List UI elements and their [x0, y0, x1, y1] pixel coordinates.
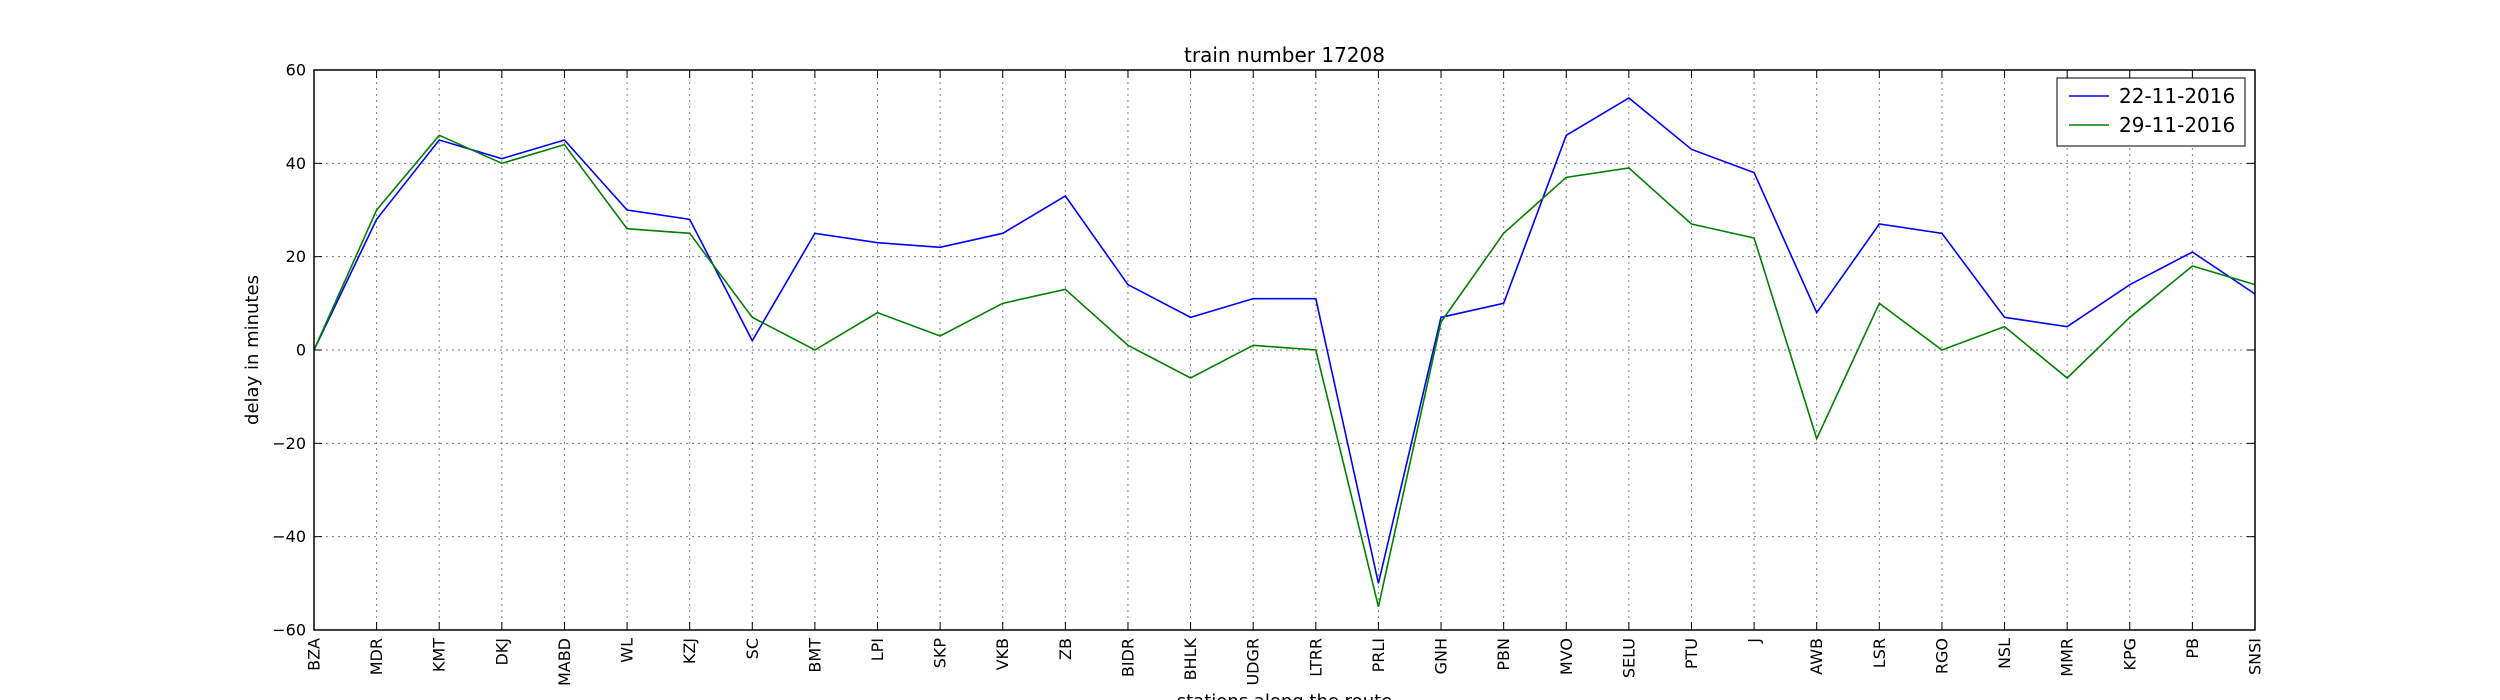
legend-label: 29-11-2016: [2119, 113, 2235, 137]
x-tick-label: LTRR: [1306, 638, 1325, 677]
y-tick-label: 20: [286, 247, 306, 266]
x-tick-label: SELU: [1619, 638, 1638, 678]
x-tick-label: BMT: [805, 638, 824, 673]
x-tick-label: RGO: [1932, 638, 1951, 674]
series-layer: [313, 97, 2256, 607]
x-tick-label: WL: [618, 638, 637, 663]
x-tick-label: BZA: [305, 638, 324, 671]
y-tick-label: 40: [286, 154, 306, 173]
x-tick-label: BIDR: [1118, 638, 1137, 677]
x-tick-label: PTU: [1682, 638, 1701, 669]
legend-label: 22-11-2016: [2119, 84, 2235, 108]
legend-frame: [2056, 77, 2246, 147]
x-tick-label: DKJ: [492, 638, 511, 666]
chart-title: train number 17208: [1184, 43, 1385, 67]
x-tick-label: KZJ: [680, 638, 699, 664]
y-tick-label: 0: [296, 341, 306, 360]
tick-layer: BZA MDR KMT DKJ MABD WL KZJ SC BMT LPI SKP VKB ZB BID…: [272, 61, 2264, 687]
x-tick-label: UDGR: [1244, 638, 1263, 686]
x-tick-label: J: [1745, 638, 1764, 644]
x-tick-label: SC: [743, 638, 762, 659]
x-tick-label: AWB: [1807, 638, 1826, 675]
x-tick-label: MABD: [555, 638, 574, 686]
x-tick-label: KMT: [430, 638, 449, 672]
x-tick-label: SNSI: [2246, 638, 2265, 675]
x-tick-label: LPI: [868, 638, 887, 661]
series-line-2: [313, 134, 2256, 607]
y-tick-label: 60: [286, 61, 306, 80]
x-tick-label: MDR: [367, 638, 386, 675]
y-tick-label: −40: [272, 527, 306, 546]
x-tick-label: GNH: [1432, 638, 1451, 674]
y-axis-label: delay in minutes: [242, 275, 263, 425]
x-tick-label: SKP: [931, 638, 950, 669]
x-tick-label: VKB: [993, 638, 1012, 670]
x-tick-label: PRLI: [1369, 638, 1388, 672]
plot-frame: [313, 69, 2256, 631]
x-tick-label: PBN: [1494, 638, 1513, 671]
x-tick-label: MMR: [2058, 638, 2077, 677]
x-tick-label: PB: [2183, 638, 2202, 659]
x-tick-label: KPG: [2120, 638, 2139, 671]
x-tick-label: ZB: [1056, 638, 1075, 660]
x-tick-label: NSL: [1995, 638, 2014, 669]
x-axis-label: stations along the route: [1177, 691, 1392, 700]
legend: 22-11-2016 29-11-2016: [2056, 77, 2246, 147]
x-tick-label: LSR: [1870, 638, 1889, 668]
y-tick-label: −20: [272, 434, 306, 453]
series-line-1: [313, 97, 2256, 584]
y-tick-label: −60: [272, 621, 306, 640]
grid-layer: [313, 69, 2256, 631]
x-tick-label: MVO: [1557, 638, 1576, 675]
x-tick-label: BHLK: [1181, 638, 1200, 681]
